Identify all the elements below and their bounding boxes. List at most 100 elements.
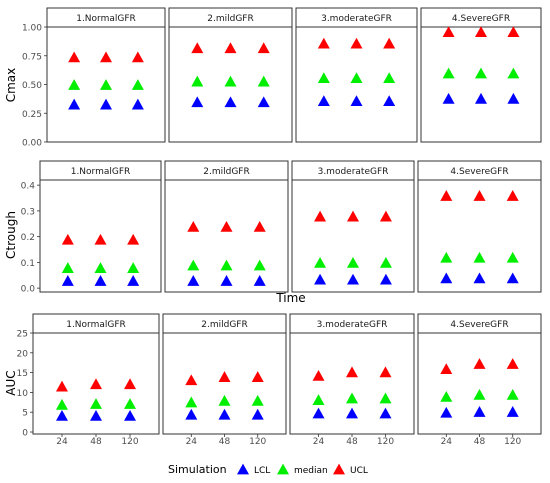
x-tick-label: 120 [504,437,521,447]
facet-panel: 2.mildGFR 24 48 120 [162,313,287,447]
point-lcl [124,409,137,421]
point-median [350,72,363,83]
point-lcl [317,95,330,106]
facet-panel: 1.NormalGFR [39,160,162,293]
point-ucl [442,26,455,37]
chart-ctrough: Ctrough 0.0 0.1 0.2 0.3 0.4 1.NormalGFR 2.mildG… [4,160,542,305]
y-axis-label: Ctrough [4,211,18,259]
point-ucl [187,220,200,232]
point-ucl [220,220,233,232]
point-median [379,392,392,404]
point-ucl [346,366,358,378]
point-ucl [124,378,137,390]
point-ucl [68,51,81,63]
y-tick-label: 0.2 [21,233,35,243]
point-lcl [100,98,112,110]
x-tick-label: 48 [219,437,231,447]
facet-strip-label: 1.NormalGFR [76,14,136,24]
y-tick-label: 0.50 [22,81,42,91]
point-median [440,251,453,263]
point-median [475,67,487,79]
point-lcl [191,96,204,108]
point-lcl [379,407,392,419]
x-tick-label: 48 [474,437,486,447]
point-lcl [383,95,396,106]
point-lcl [61,275,74,286]
y-tick-label: 10 [17,389,29,399]
point-lcl [506,272,519,284]
point-ucl [218,371,231,382]
point-median [440,390,453,402]
x-axis-label: Time [275,291,305,305]
point-ucl [440,190,453,201]
facet-panel: 3.moderateGFR 24 48 120 [289,313,415,447]
chart-cmax: Cmax 0.00 0.25 0.50 0.75 1.00 1.NormalGFR 2.mil… [4,7,542,149]
y-tick-label: 0.3 [21,207,35,217]
point-lcl [94,275,107,286]
point-median [131,79,144,90]
point-median [90,398,102,409]
y-tick-label: 25 [17,330,28,340]
point-median [127,262,140,273]
facet-panel: 2.mildGFR [164,160,289,293]
point-median [94,262,107,273]
facet-panel: 2.mildGFR [168,7,293,143]
point-lcl [90,409,102,421]
point-ucl [507,26,520,37]
point-lcl [257,96,270,108]
point-lcl [312,407,325,419]
point-lcl [506,406,519,417]
y-tick-label: 0.4 [21,182,36,192]
legend: Simulation LCL median UCL [168,463,368,476]
x-tick-label: 120 [249,437,266,447]
point-lcl [440,272,453,284]
point-median [55,398,68,410]
x-tick-label: 24 [56,437,68,447]
point-ucl [383,37,396,49]
y-axis-label: AUC [4,370,18,395]
legend-title: Simulation [168,463,227,476]
point-median [346,392,358,404]
y-tick-label: 20 [17,349,29,359]
point-ucl [379,210,392,222]
point-median [124,398,137,409]
point-ucl [100,51,112,63]
point-lcl [68,98,81,110]
legend-label: median [294,466,328,476]
point-ucl [312,369,325,381]
point-lcl [253,275,266,286]
point-lcl [251,408,264,420]
point-median [379,256,392,268]
point-lcl [185,408,198,420]
point-ucl [317,37,330,49]
point-median [473,251,486,263]
y-tick-label: 1.00 [22,24,42,34]
point-ucl [90,378,102,390]
point-ucl [185,374,198,386]
point-lcl [442,92,455,104]
point-median [506,251,519,263]
facet-strip-label: 2.mildGFR [203,167,249,177]
facet-strip-label: 1.NormalGFR [66,320,126,330]
point-ucl [473,358,486,369]
facet-panel: 3.moderateGFR [291,160,415,293]
x-tick-label: 24 [313,437,325,447]
point-ucl [253,220,266,232]
point-lcl [507,92,520,104]
y-tick-label: 0.0 [21,285,36,295]
x-tick-label: 24 [186,437,198,447]
point-ucl [475,26,487,37]
point-median [187,259,200,271]
point-median [220,259,233,271]
legend-key-triangle [333,463,345,475]
facet-strip-label: 4.SevereGFR [452,14,510,24]
point-median [61,262,74,273]
point-ucl [347,210,359,222]
point-median [383,72,396,83]
point-lcl [475,92,487,104]
facet-strip-label: 2.mildGFR [207,14,253,24]
point-lcl [473,272,486,284]
legend-label: UCL [350,466,368,476]
